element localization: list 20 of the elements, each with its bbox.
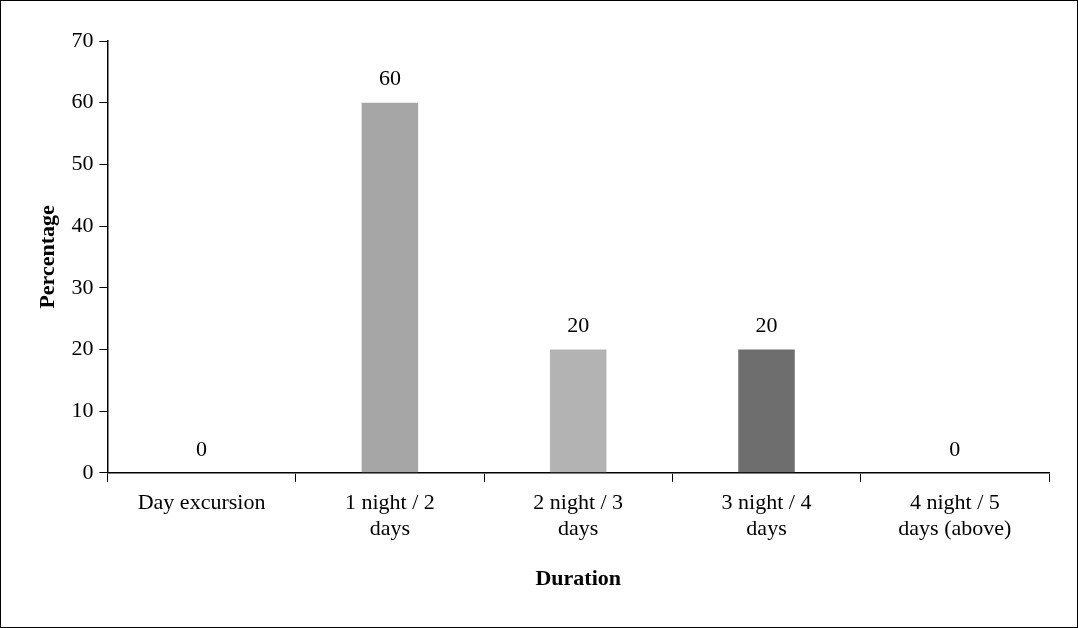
y-tick-label: 50 <box>71 150 94 176</box>
y-tick-label: 60 <box>71 88 94 114</box>
y-tick-label: 30 <box>71 273 94 299</box>
data-label: 0 <box>949 435 961 461</box>
x-axis-title: Duration <box>535 565 621 591</box>
data-label: 0 <box>196 435 208 461</box>
data-label: 60 <box>378 65 401 91</box>
data-label: 20 <box>755 312 778 338</box>
y-axis-title: Percentage <box>33 204 59 309</box>
x-tick-label: Day excursion <box>137 488 266 514</box>
x-tick-label: 2 night / 3 days <box>533 488 624 541</box>
y-tick-label: 70 <box>71 26 94 52</box>
x-tick-label: 1 night / 2 days <box>344 488 435 541</box>
x-tick-label: 4 night / 5 days (above) <box>898 488 1012 541</box>
y-tick-label: 40 <box>71 211 94 237</box>
y-tick-label: 10 <box>71 396 94 422</box>
x-tick-label: 3 night / 4 days <box>721 488 812 541</box>
y-tick-label: 20 <box>71 335 94 361</box>
data-label: 20 <box>567 312 590 338</box>
y-tick-label: 0 <box>82 458 94 484</box>
